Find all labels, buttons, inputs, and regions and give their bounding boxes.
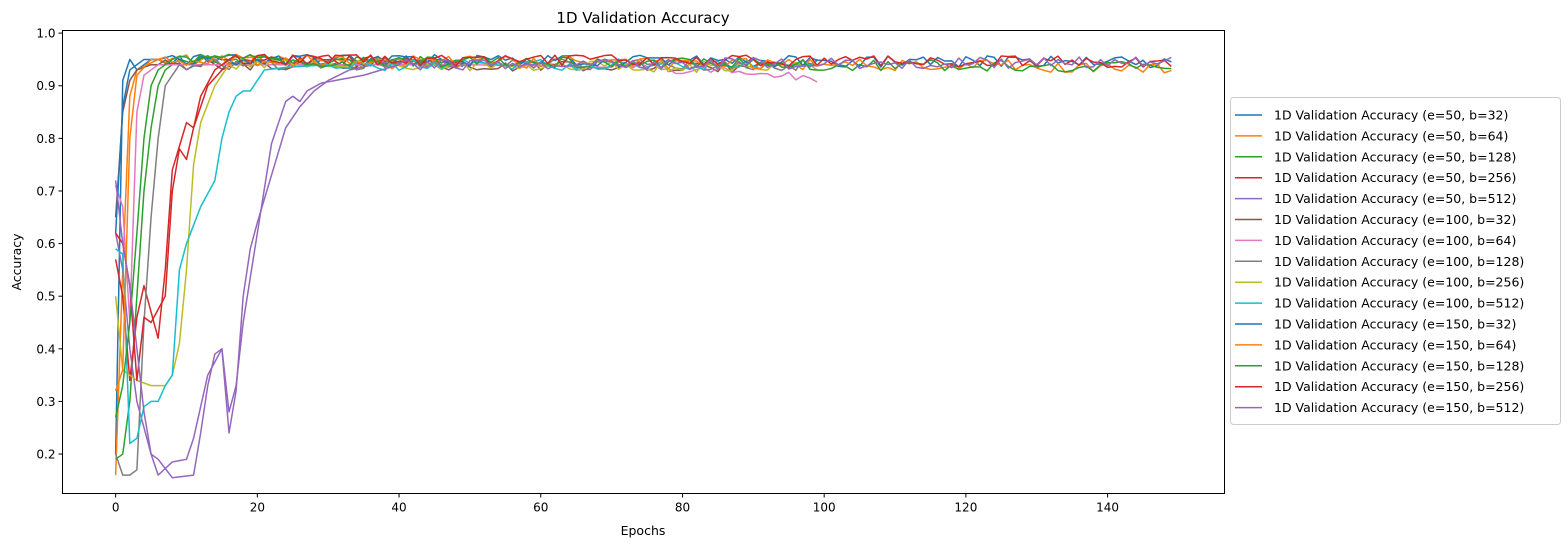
- x-tick-label: 80: [675, 501, 690, 515]
- legend-label-4: 1D Validation Accuracy (e=50, b=256): [1274, 170, 1516, 185]
- x-axis-ticks: 0 20 40 60 80 100 120 140: [112, 493, 1119, 515]
- legend-label-8: 1D Validation Accuracy (e=100, b=128): [1274, 254, 1524, 269]
- chart-title: 1D Validation Accuracy: [556, 9, 729, 27]
- y-tick-label: 0.9: [36, 79, 55, 93]
- y-tick-label: 0.2: [36, 448, 55, 462]
- x-tick-label: 100: [813, 501, 836, 515]
- series-line-14: [115, 53, 1172, 382]
- series-line-13: [114, 53, 1172, 418]
- y-axis-ticks: 0.2 0.3 0.4 0.5 0.6 0.7 0.8 0.9 1.0: [36, 27, 63, 462]
- y-tick-label: 0.3: [36, 395, 55, 409]
- legend-label-13: 1D Validation Accuracy (e=150, b=128): [1274, 358, 1524, 373]
- legend-label-10: 1D Validation Accuracy (e=100, b=512): [1274, 296, 1524, 311]
- legend-label-3: 1D Validation Accuracy (e=50, b=128): [1274, 149, 1516, 164]
- legend-box: [1230, 97, 1561, 425]
- x-axis-label: Epochs: [621, 523, 666, 538]
- y-tick-label: 1.0: [36, 27, 55, 41]
- y-tick-label: 0.6: [36, 237, 55, 251]
- x-tick-label: 120: [954, 501, 977, 515]
- legend-label-11: 1D Validation Accuracy (e=150, b=32): [1274, 317, 1516, 332]
- legend-label-1: 1D Validation Accuracy (e=50, b=32): [1274, 108, 1508, 123]
- legend-label-5: 1D Validation Accuracy (e=50, b=512): [1274, 191, 1516, 206]
- y-tick-label: 0.7: [36, 184, 55, 198]
- y-tick-label: 0.5: [36, 290, 55, 304]
- series-line-10: [115, 58, 818, 445]
- legend-label-12: 1D Validation Accuracy (e=150, b=64): [1274, 337, 1516, 352]
- legend-label-15: 1D Validation Accuracy (e=150, b=512): [1274, 400, 1524, 415]
- x-tick-label: 0: [112, 501, 120, 515]
- y-tick-label: 0.4: [36, 342, 55, 356]
- plot-lines: [114, 53, 1172, 479]
- series-line-15: [114, 56, 1172, 476]
- legend-label-2: 1D Validation Accuracy (e=50, b=64): [1274, 128, 1508, 143]
- y-axis-label: Accuracy: [9, 233, 24, 291]
- legend-label-7: 1D Validation Accuracy (e=100, b=64): [1274, 233, 1516, 248]
- legend-label-6: 1D Validation Accuracy (e=100, b=32): [1274, 212, 1516, 227]
- legend-label-14: 1D Validation Accuracy (e=150, b=256): [1274, 379, 1524, 394]
- legend: 1D Validation Accuracy (e=50, b=32) 1D Va…: [1230, 97, 1561, 425]
- x-tick-label: 20: [250, 501, 265, 515]
- x-tick-label: 40: [391, 501, 406, 515]
- plot-frame: [62, 30, 1225, 494]
- y-tick-label: 0.8: [36, 132, 55, 146]
- x-tick-label: 140: [1096, 501, 1119, 515]
- x-tick-label: 60: [533, 501, 548, 515]
- legend-label-9: 1D Validation Accuracy (e=100, b=256): [1274, 275, 1524, 290]
